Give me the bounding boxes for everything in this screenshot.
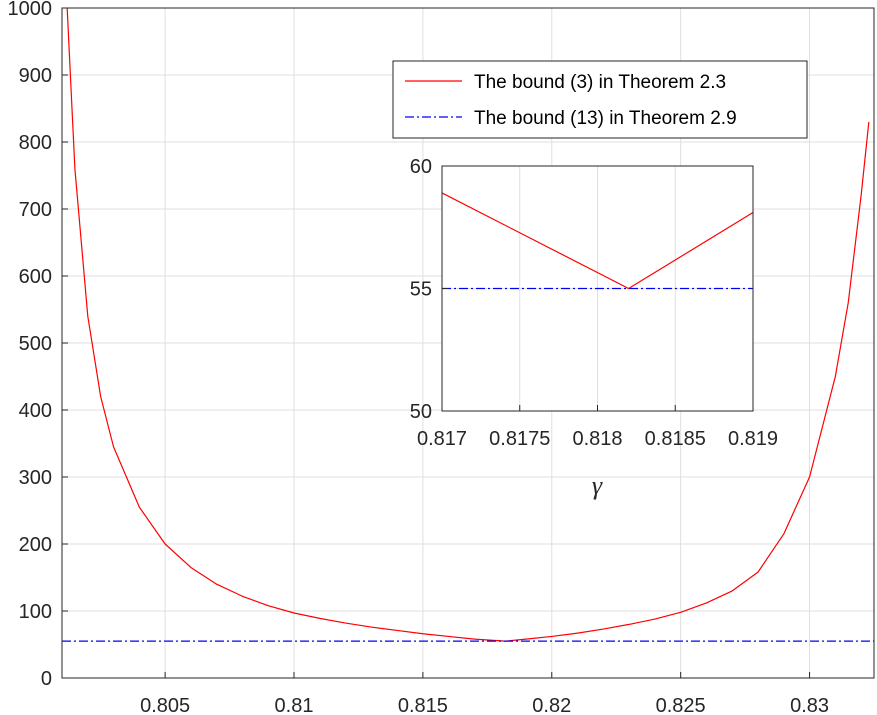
legend: The bound (3) in Theorem 2.3 The bound (…: [392, 60, 808, 139]
main-x-tick-label: 0.81: [275, 695, 314, 715]
main-y-tick-label: 900: [19, 65, 52, 87]
main-x-tick-label: 0.825: [656, 695, 706, 715]
main-y-tick-label: 0: [41, 668, 52, 690]
main-y-tick-label: 1000: [8, 0, 53, 20]
inset-x-tick-label: 0.819: [728, 428, 778, 450]
inset-axes: 0.817 0.8175 0.818 0.8185 0.819 50 55 60 γ: [410, 156, 778, 500]
main-series-line-0: [66, 7, 870, 642]
legend-label-bound-13: The bound (13) in Theorem 2.9: [474, 108, 737, 129]
main-y-tick-label: 700: [19, 199, 52, 221]
inset-x-tick-label: 0.818: [572, 428, 622, 450]
inset-y-tick-label: 55: [410, 279, 432, 301]
main-x-tick-label: 0.82: [532, 695, 571, 715]
main-x-tick-label: 0.83: [790, 695, 829, 715]
main-x-tick-label: 0.805: [140, 695, 190, 715]
inset-x-axis-label: γ: [592, 471, 603, 500]
inset-x-tick-label: 0.817: [417, 428, 467, 450]
main-y-tick-label: 500: [19, 333, 52, 355]
main-y-tick-label: 800: [19, 132, 52, 154]
main-y-tick-label: 100: [19, 601, 52, 623]
main-y-tick-label: 400: [19, 400, 52, 422]
main-ticks: 0.805 0.81 0.815 0.82 0.825 0.83 0 100 200 300 400…: [8, 0, 830, 715]
main-y-tick-label: 300: [19, 467, 52, 489]
inset-series-line-0: [441, 192, 754, 290]
inset-series-group: [441, 192, 754, 290]
legend-box: [392, 60, 808, 139]
legend-label-bound-3: The bound (3) in Theorem 2.3: [474, 72, 726, 93]
inset-y-tick-label: 60: [410, 156, 432, 178]
inset-y-tick-label: 50: [410, 401, 432, 423]
main-y-tick-label: 600: [19, 266, 52, 288]
inset-x-tick-label: 0.8175: [489, 428, 550, 450]
main-x-tick-label: 0.815: [398, 695, 448, 715]
main-series-group: [62, 7, 874, 642]
inset-ticks: 0.817 0.8175 0.818 0.8185 0.819 50 55 60: [410, 156, 778, 450]
main-y-tick-label: 200: [19, 534, 52, 556]
inset-x-tick-label: 0.8185: [645, 428, 706, 450]
